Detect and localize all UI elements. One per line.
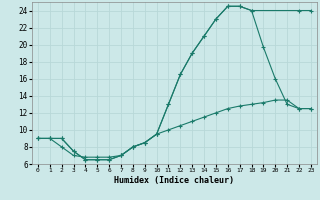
X-axis label: Humidex (Indice chaleur): Humidex (Indice chaleur) [115, 176, 234, 185]
